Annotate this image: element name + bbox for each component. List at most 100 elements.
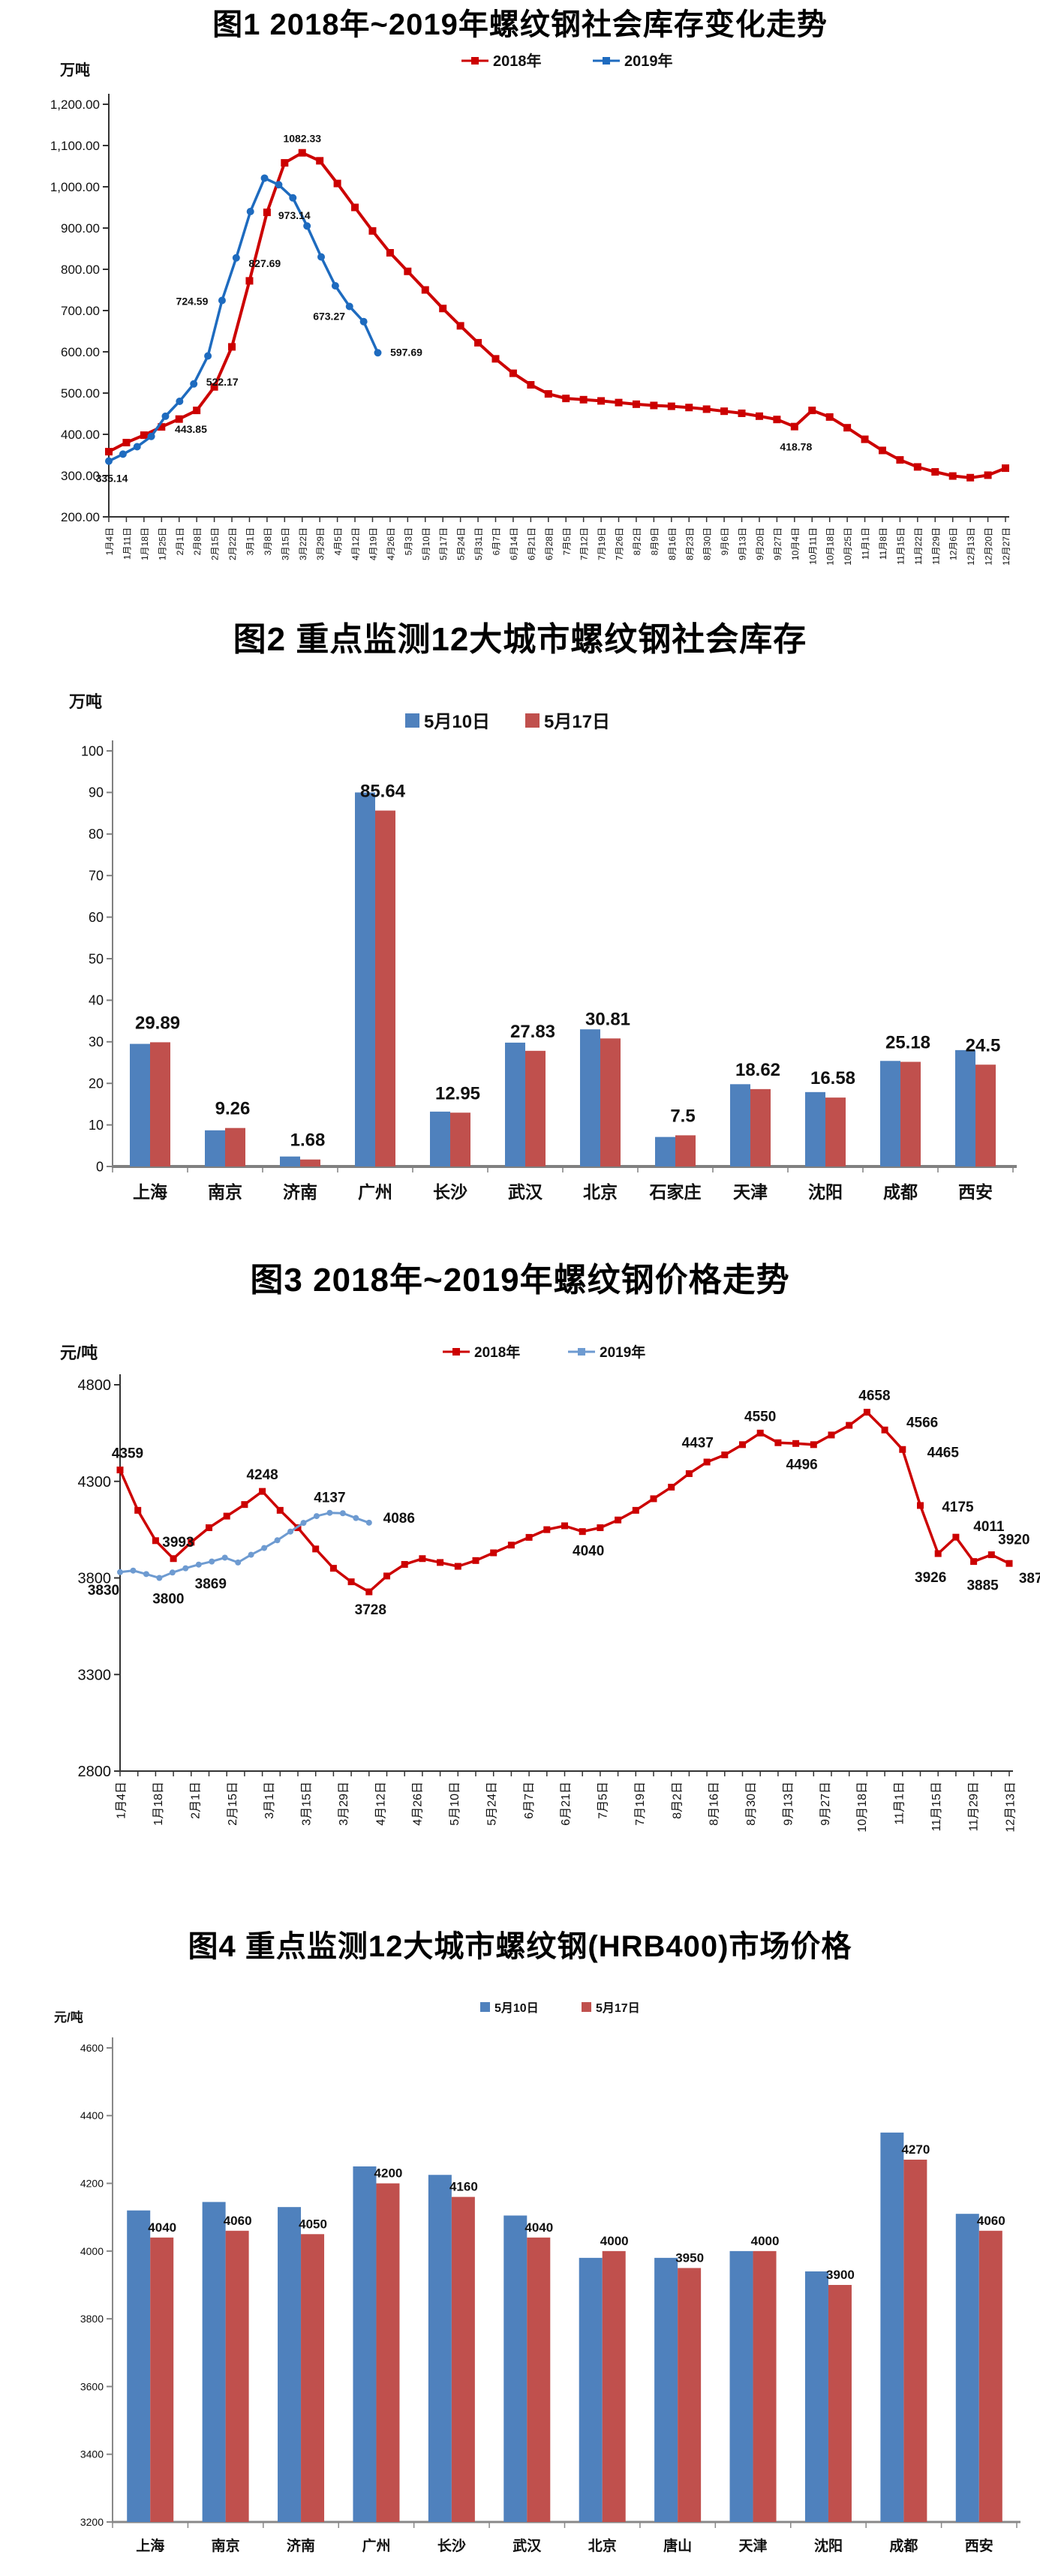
x-tick-label: 9月20日 <box>755 527 765 560</box>
x-tick-label: 8月16日 <box>667 527 678 560</box>
point-marker <box>210 383 218 391</box>
point-marker <box>615 398 623 407</box>
bar <box>428 2175 452 2522</box>
x-tick-label: 1月25日 <box>157 527 167 560</box>
bar <box>654 2257 678 2522</box>
bar <box>430 1111 450 1166</box>
point-marker <box>667 402 675 410</box>
x-tick-label: 唐山 <box>663 2537 692 2554</box>
legend-label: 2018年 <box>493 52 542 70</box>
x-tick-label: 12月27日 <box>1001 527 1011 566</box>
x-tick-label: 3月1日 <box>263 1782 276 1819</box>
legend-square-marker <box>525 713 540 728</box>
y-tick-label: 100 <box>81 743 104 758</box>
point-marker <box>245 277 254 285</box>
point-marker <box>668 1483 675 1491</box>
chart1-section: 图1 2018年~2019年螺纹钢社会库存变化走势 万吨 2018年 2019年 20… <box>0 0 1040 611</box>
point-marker <box>439 305 447 313</box>
bar <box>804 2271 828 2522</box>
point-marker <box>544 390 552 398</box>
point-marker <box>383 1572 390 1580</box>
y-tick-label: 10 <box>89 1118 104 1133</box>
data-label: 4000 <box>600 2234 629 2248</box>
x-tick-label: 3月15日 <box>280 527 290 560</box>
point-marker <box>313 1513 320 1520</box>
chart3-title: 图3 2018年~2019年螺纹钢价格走势 <box>250 1261 790 1299</box>
point-marker <box>825 413 834 421</box>
point-marker <box>339 1510 346 1517</box>
data-label: 4270 <box>901 2142 930 2157</box>
point-marker <box>881 1426 888 1434</box>
point-marker <box>491 355 500 363</box>
data-label: 3926 <box>915 1570 946 1586</box>
point-marker <box>287 1528 294 1535</box>
data-label: 724.59 <box>176 295 209 307</box>
x-tick-label: 北京 <box>588 2537 617 2554</box>
legend: 2018年 2019年 <box>461 52 673 70</box>
point-marker <box>984 471 992 479</box>
data-label: 4137 <box>314 1491 345 1506</box>
point-marker <box>650 1495 657 1503</box>
point-marker <box>472 1557 479 1564</box>
data-label: 4060 <box>977 2214 1005 2228</box>
bar <box>880 1061 900 1166</box>
point-marker <box>863 1409 870 1416</box>
y-tick-label: 3200 <box>80 2516 104 2528</box>
legend: 5月10日 5月17日 <box>480 2001 640 2015</box>
point-marker <box>374 349 382 357</box>
point-marker <box>404 267 412 275</box>
bar <box>730 1084 750 1166</box>
x-tick-label: 7月5日 <box>597 1782 610 1819</box>
x-tick-label: 7月12日 <box>579 527 590 560</box>
x-tick-label: 5月17日 <box>438 527 449 560</box>
data-label: 24.5 <box>966 1035 1001 1055</box>
bar <box>805 1091 825 1166</box>
bar <box>505 1042 525 1166</box>
x-tick-label: 6月21日 <box>560 1782 573 1826</box>
x-tick-label: 12月13日 <box>966 527 976 566</box>
y-tick-label: 400.00 <box>61 428 100 442</box>
x-tick-label: 6月28日 <box>544 527 555 560</box>
y-tick-label: 500.00 <box>61 386 100 401</box>
x-tick-label: 11月15日 <box>930 1782 943 1831</box>
bar <box>376 2183 400 2522</box>
point-marker <box>105 448 113 456</box>
y-tick-label: 3800 <box>78 1571 112 1587</box>
x-tick-label: 3月29日 <box>315 527 326 560</box>
point-marker <box>934 1550 942 1557</box>
series-5月10日 <box>127 2132 979 2522</box>
x-tick-label: 广州 <box>362 2537 390 2554</box>
legend-square-marker <box>471 57 479 65</box>
data-label: 522.17 <box>206 376 239 388</box>
x-tick-label: 上海 <box>133 1182 167 1202</box>
data-label: 3800 <box>152 1592 184 1608</box>
data-label: 3875 <box>1019 1571 1040 1587</box>
bar <box>602 2250 626 2522</box>
x-tick-label: 10月18日 <box>825 527 836 566</box>
point-marker <box>235 1559 242 1566</box>
x-tick-label: 11月29日 <box>930 527 941 565</box>
y-tick-label: 80 <box>89 827 104 842</box>
x-tick-label: 9月6日 <box>720 527 730 555</box>
data-label: 4566 <box>906 1415 938 1431</box>
point-marker <box>808 407 816 415</box>
x-tick-label: 上海 <box>136 2537 164 2554</box>
series-5月17日 <box>150 810 996 1166</box>
x-tick-label: 北京 <box>583 1182 618 1202</box>
data-label: 4550 <box>744 1409 776 1425</box>
point-marker <box>703 1458 711 1466</box>
point-marker <box>143 1571 149 1578</box>
point-marker <box>896 456 904 464</box>
data-label: 30.81 <box>585 1009 630 1029</box>
bar <box>975 1064 996 1166</box>
point-marker <box>509 369 517 377</box>
series-5月17日 <box>150 2159 1002 2522</box>
bar <box>225 1127 245 1166</box>
point-marker <box>298 149 306 157</box>
legend: 2018年 2019年 <box>443 1344 645 1361</box>
point-marker <box>353 1515 359 1521</box>
bar <box>225 2230 249 2522</box>
x-tick-label: 12月6日 <box>948 527 959 560</box>
bar <box>978 2230 1002 2522</box>
bar <box>130 1043 150 1166</box>
